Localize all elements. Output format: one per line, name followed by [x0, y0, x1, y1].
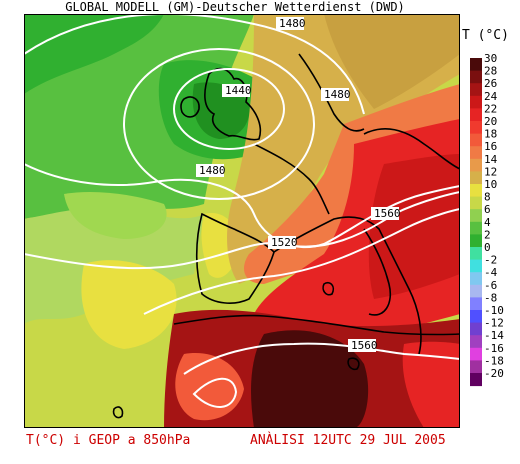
legend-label: -20	[484, 367, 504, 380]
contour-label: 1440	[225, 84, 252, 97]
legend-swatch	[470, 196, 482, 210]
map-title: GLOBAL MODELL (GM)-Deutscher Wetterdiens…	[65, 0, 405, 14]
legend-swatch	[470, 247, 482, 261]
legend-swatch	[470, 347, 482, 361]
legend-swatch	[470, 272, 482, 286]
legend-label: 14	[484, 153, 498, 166]
legend-label: -4	[484, 266, 498, 279]
legend-swatch	[470, 234, 482, 248]
legend-label: -12	[484, 317, 504, 330]
legend-swatch	[470, 322, 482, 336]
legend-label: 20	[484, 115, 497, 128]
legend-swatch	[470, 297, 482, 311]
legend-label: 30	[484, 52, 497, 65]
temperature-legend: 302826242220181614121086420-2-4-6-8-10-1…	[470, 52, 504, 387]
legend-label: 8	[484, 191, 491, 204]
caption-analysis-time: ANÀLISI 12UTC 29 JUL 2005	[250, 433, 446, 448]
contour-label: 1560	[351, 339, 378, 352]
contour-label: 1520	[271, 236, 298, 249]
legend-swatch	[470, 133, 482, 147]
contour-label: 1480	[279, 17, 306, 30]
legend-label: 6	[484, 203, 491, 216]
legend-label: -10	[484, 304, 504, 317]
legend-label: 24	[484, 90, 498, 103]
legend-label: -14	[484, 329, 504, 342]
legend-swatch	[470, 184, 482, 198]
legend-label: -16	[484, 342, 504, 355]
legend-swatch	[470, 335, 482, 349]
legend-swatch	[470, 209, 482, 223]
temperature-map: 1480 1440 1480 1480 1520 1560 1560	[24, 14, 460, 428]
contour-label: 1480	[324, 88, 351, 101]
legend-label: 18	[484, 128, 497, 141]
legend-swatch	[470, 83, 482, 97]
legend-swatch	[470, 95, 482, 109]
legend-label: 10	[484, 178, 497, 191]
legend-label: 0	[484, 241, 491, 254]
legend-swatch	[470, 158, 482, 172]
legend-swatch	[470, 108, 482, 122]
legend-swatch	[470, 121, 482, 135]
legend-label: 12	[484, 165, 497, 178]
legend-swatch	[470, 360, 482, 374]
contour-labels: 1480 1440 1480 1480 1520 1560 1560	[196, 17, 401, 352]
contour-label: 1480	[199, 164, 226, 177]
legend-label: -6	[484, 279, 497, 292]
legend-label: -8	[484, 291, 497, 304]
legend-label: 2	[484, 228, 491, 241]
legend-label: 22	[484, 102, 497, 115]
legend-swatch	[470, 58, 482, 72]
legend-label: 26	[484, 77, 497, 90]
legend-swatch	[470, 221, 482, 235]
legend-label: 4	[484, 216, 491, 229]
legend-swatch	[470, 373, 482, 387]
legend-swatch	[470, 171, 482, 185]
legend-label: 28	[484, 65, 497, 78]
contour-label: 1560	[374, 207, 401, 220]
legend-swatch	[470, 284, 482, 298]
legend-swatch	[470, 259, 482, 273]
legend-swatch	[470, 70, 482, 84]
legend-title: T (°C)	[462, 28, 509, 43]
legend-label: -18	[484, 354, 504, 367]
legend-swatch	[470, 310, 482, 324]
legend-label: -2	[484, 254, 497, 267]
legend-swatch	[470, 146, 482, 160]
coastlines	[112, 53, 460, 419]
caption-variable: T(°C) i GEOP a 850hPa	[26, 433, 191, 448]
legend-label: 16	[484, 140, 497, 153]
